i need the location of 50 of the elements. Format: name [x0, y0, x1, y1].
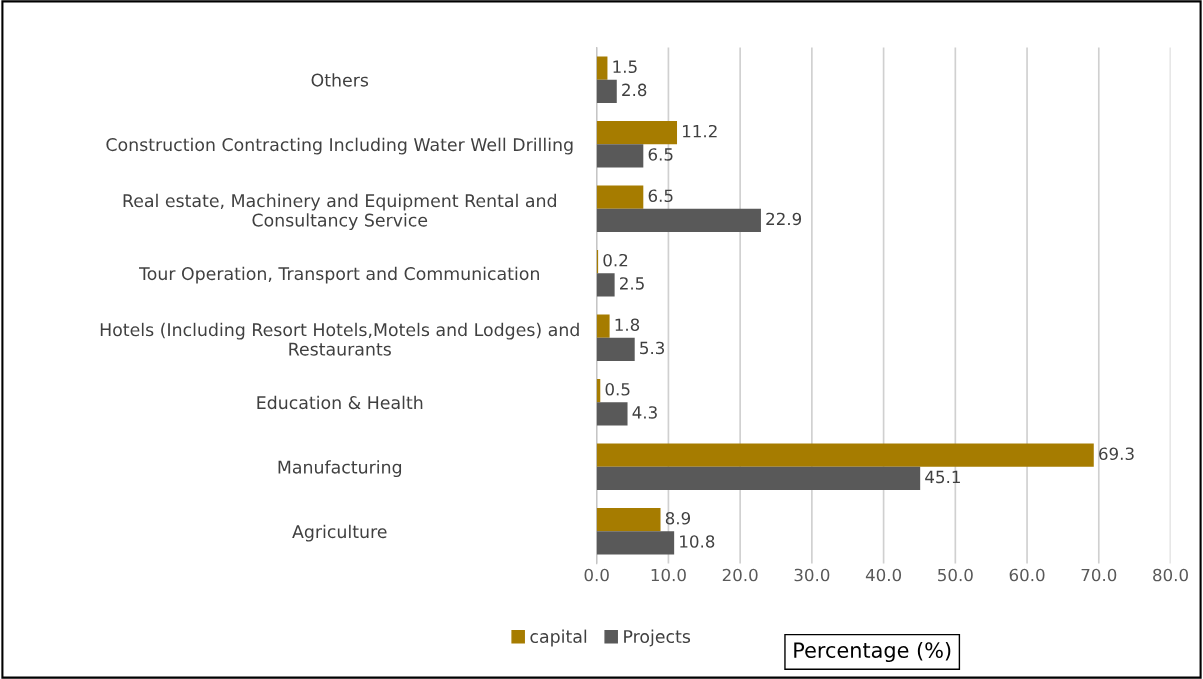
data-label: 6.5 [648, 148, 673, 161]
y-tick-label: Agriculture [292, 524, 387, 542]
bar [596, 144, 644, 168]
bar [596, 314, 610, 338]
bar [596, 79, 617, 103]
x-tick-label: 60.0 [1009, 568, 1045, 582]
bar [596, 185, 644, 209]
data-label: 0.5 [605, 382, 630, 396]
x-tick-label: 40.0 [865, 568, 902, 582]
data-label: 69.3 [1099, 447, 1134, 461]
x-axis-title: Percentage (%) [794, 641, 951, 663]
bar [596, 443, 1094, 467]
y-tick-label: Tour Operation, Transport and Communication [139, 266, 539, 284]
y-tick-label: Construction Contracting Including Water Well Drilling [106, 137, 573, 155]
x-tick-label: 30.0 [794, 568, 830, 582]
x-tick-label: 80.0 [1153, 568, 1188, 582]
bar [596, 121, 678, 145]
data-label: 45.1 [925, 470, 960, 484]
data-label: 1.5 [613, 60, 637, 74]
data-label: 6.5 [648, 189, 673, 203]
data-label: 11.2 [683, 124, 717, 138]
legend-label: capital [530, 629, 587, 647]
y-tick-label: Manufacturing [278, 460, 402, 478]
y-tick-label: Others [311, 73, 369, 87]
x-tick-label: 10.0 [651, 568, 686, 582]
bar [596, 337, 635, 362]
legend-label: Projects [624, 629, 691, 647]
bar [596, 402, 628, 426]
data-label: 2.5 [620, 277, 644, 290]
bar [596, 466, 921, 491]
data-label: 22.9 [766, 212, 802, 226]
data-label: 8.9 [665, 511, 691, 525]
data-label: 2.8 [622, 83, 647, 97]
bar [596, 208, 761, 233]
y-tick-label: Education & Health [257, 395, 423, 410]
data-label: 0.2 [603, 253, 628, 267]
data-label: 1.8 [615, 318, 640, 332]
bar [596, 56, 608, 80]
bar [596, 531, 675, 555]
data-label: 10.8 [680, 535, 715, 548]
data-label: 5.3 [640, 341, 665, 355]
x-tick-label: 50.0 [938, 568, 973, 582]
data-label: 4.3 [632, 406, 657, 419]
y-tick-label: Hotels (Including Resort Hotels,Motels and Lodges) and Restaurants [100, 322, 579, 356]
bar [596, 508, 661, 532]
bar [596, 273, 615, 297]
x-tick-label: 70.0 [1081, 568, 1117, 582]
x-tick-label: 20.0 [722, 568, 758, 582]
x-tick-label: 0.0 [584, 568, 609, 582]
y-tick-label: Real estate, Machinery and Equipment Rental and Consultancy Service [123, 193, 556, 231]
